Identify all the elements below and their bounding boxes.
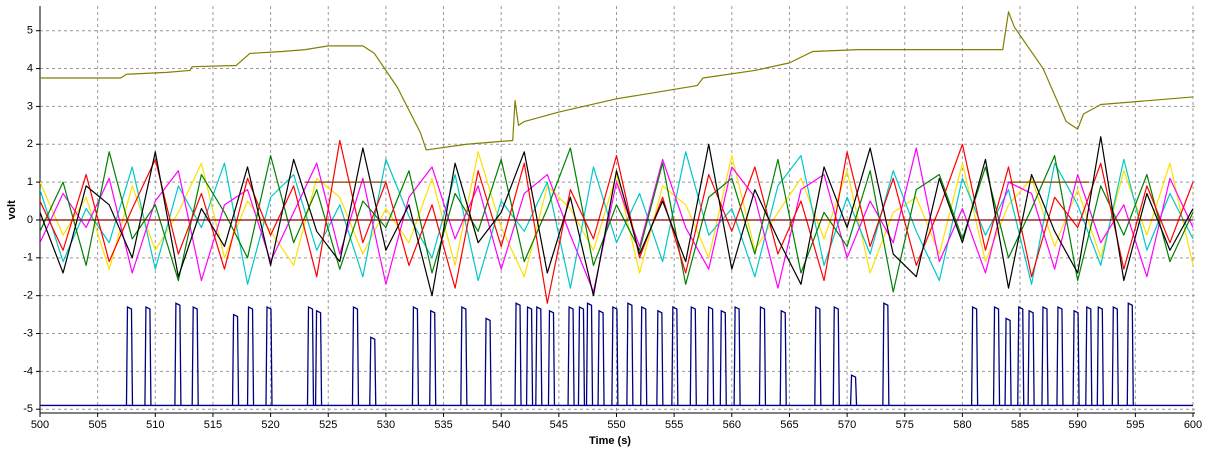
pulse	[231, 313, 240, 406]
pulse	[585, 302, 594, 406]
series-line	[40, 147, 1194, 293]
pulse	[779, 309, 787, 406]
y-tick-label: 5	[27, 25, 33, 37]
pulse	[706, 305, 715, 406]
x-tick-label: 515	[204, 419, 222, 431]
pulse	[535, 305, 543, 406]
pulse	[514, 302, 522, 406]
x-tick-label: 535	[434, 419, 452, 431]
y-tick-label: -2	[23, 290, 33, 302]
x-axis-title: Time (s)	[589, 435, 631, 447]
y-tick-label: -1	[23, 252, 33, 264]
x-tick-label: 585	[1011, 419, 1029, 431]
x-tick-label: 590	[1069, 419, 1087, 431]
pulse	[611, 305, 619, 406]
x-tick-label: 530	[377, 419, 395, 431]
pulse	[1072, 309, 1080, 406]
pulse	[314, 309, 323, 406]
pulse	[814, 305, 822, 406]
x-tick-label: 500	[31, 419, 49, 431]
x-tick-label: 525	[319, 419, 337, 431]
y-tick-label: 1	[27, 176, 33, 188]
x-tick-label: 540	[492, 419, 510, 431]
series-line	[40, 11, 1194, 151]
plot-area	[40, 11, 1194, 407]
pulse	[640, 305, 648, 406]
pulse	[882, 302, 890, 406]
pulse	[970, 305, 979, 406]
x-tick-label: 550	[607, 419, 625, 431]
pulse	[484, 317, 492, 406]
pulse	[429, 309, 437, 406]
pulse	[719, 309, 727, 406]
pulse	[671, 305, 679, 406]
pulse	[174, 302, 182, 406]
pulse	[1041, 305, 1049, 406]
pulse	[125, 305, 134, 406]
pulse	[1027, 309, 1035, 406]
pulse	[144, 305, 152, 406]
series-line	[40, 147, 1194, 293]
series-line	[40, 151, 1194, 289]
pulse	[460, 305, 468, 406]
pulse	[656, 309, 664, 406]
x-tick-label: 545	[550, 419, 568, 431]
pulse	[733, 305, 741, 406]
x-tick-label: 505	[88, 419, 106, 431]
x-tick-label: 570	[838, 419, 856, 431]
pulse	[265, 305, 273, 406]
x-tick-label: 560	[723, 419, 741, 431]
x-tick-label: 555	[665, 419, 683, 431]
pulse	[689, 305, 697, 406]
y-tick-label: 0	[27, 214, 33, 226]
y-tick-label: 4	[27, 62, 33, 74]
pulse	[191, 305, 199, 406]
pulse	[547, 309, 556, 406]
pulse	[832, 305, 840, 406]
pulse	[992, 305, 1001, 406]
pulse	[369, 336, 377, 406]
x-tick-label: 575	[896, 419, 914, 431]
pulse	[849, 374, 858, 406]
pulse	[1111, 305, 1119, 406]
y-tick-label: 3	[27, 100, 33, 112]
pulse	[567, 305, 575, 406]
pulse	[1096, 305, 1104, 406]
pulse	[1056, 305, 1064, 406]
pulse	[577, 305, 586, 406]
y-tick-label: 2	[27, 138, 33, 150]
pulse	[1085, 305, 1093, 406]
pulse	[246, 305, 255, 406]
y-tick-label: -5	[23, 403, 33, 415]
y-tick-label: -4	[23, 365, 33, 377]
pulse	[597, 309, 605, 406]
x-tick-label: 580	[953, 419, 971, 431]
x-tick-label: 600	[1184, 419, 1202, 431]
y-axis-title: volt	[6, 200, 18, 220]
pulse	[306, 305, 315, 406]
pulse	[525, 305, 534, 406]
pulse	[626, 302, 634, 406]
pulse	[1126, 302, 1134, 406]
pulse	[1017, 305, 1025, 406]
x-tick-label: 565	[780, 419, 798, 431]
pulse	[1004, 317, 1012, 406]
x-tick-label: 510	[146, 419, 164, 431]
pulse	[758, 305, 767, 406]
pulse	[411, 305, 420, 406]
y-tick-label: -3	[23, 327, 33, 339]
x-tick-label: 595	[1126, 419, 1144, 431]
series-line	[40, 139, 1194, 304]
x-tick-label: 520	[261, 419, 279, 431]
pulse	[351, 305, 360, 406]
